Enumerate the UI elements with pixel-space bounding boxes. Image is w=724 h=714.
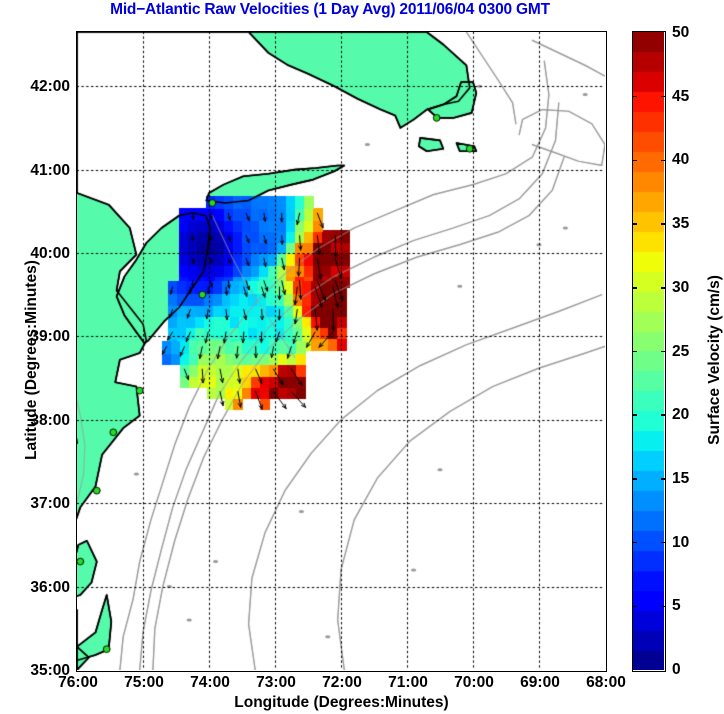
y-tick-6: 41:00 [30, 161, 70, 179]
colorbar-tick-5: 25 [672, 342, 690, 360]
x-tick-6: 70:00 [454, 674, 494, 691]
page-title: Mid−Atlantic Raw Velocities (1 Day Avg) … [110, 1, 550, 18]
x-tick-8: 68:00 [586, 674, 626, 691]
colorbar-tick-9: 45 [672, 87, 690, 105]
colorbar-tickmark [661, 159, 666, 162]
x-tick-3: 73:00 [256, 674, 296, 691]
colorbar-tickmark [661, 541, 666, 544]
colorbar-tickmark [661, 223, 666, 225]
colorbar-tickmark [632, 223, 637, 225]
colorbar-tickmark [661, 478, 666, 480]
y-tick-5: 40:00 [30, 245, 70, 262]
colorbar-tickmark [632, 95, 637, 98]
colorbar-tick-7: 35 [672, 215, 690, 233]
colorbar-tick-0: 0 [672, 661, 681, 678]
colorbar-gradient [633, 32, 664, 670]
x-tick-0: 76:00 [58, 674, 98, 691]
colorbar-tick-3: 15 [672, 469, 690, 487]
y-tick-2: 37:00 [30, 495, 70, 513]
colorbar-tick-4: 20 [672, 406, 690, 424]
x-tick-4: 72:00 [322, 674, 362, 691]
colorbar-tickmark [632, 350, 637, 353]
colorbar-tick-6: 30 [672, 278, 690, 296]
colorbar-tickmark [632, 159, 637, 162]
colorbar-tickmark [661, 414, 666, 416]
colorbar-tick-1: 5 [672, 597, 681, 615]
map-plot-area[interactable] [76, 31, 607, 672]
x-tick-2: 74:00 [190, 674, 230, 691]
y-tick-7: 42:00 [30, 78, 70, 96]
colorbar-tick-10: 50 [672, 24, 690, 41]
x-tick-1: 75:00 [124, 674, 164, 691]
colorbar-tickmark [632, 478, 637, 480]
colorbar-tickmark [661, 605, 666, 608]
colorbar-tickmark [632, 541, 637, 544]
y-tick-4: 39:00 [30, 328, 70, 346]
x-tick-7: 69:00 [520, 674, 560, 691]
y-axis-title: Latitude (Degrees:Minutes) [23, 260, 40, 460]
colorbar-tickmark [632, 605, 637, 608]
colorbar-tickmark [661, 95, 666, 98]
colorbar-tickmark [661, 350, 666, 353]
colorbar-tick-8: 40 [672, 151, 690, 169]
y-tick-1: 36:00 [30, 578, 70, 596]
colorbar-tick-2: 10 [672, 533, 690, 551]
y-tick-0: 35:00 [30, 662, 70, 679]
velocity-map-canvas[interactable] [77, 32, 605, 670]
x-tick-5: 71:00 [388, 674, 428, 691]
x-axis-title: Longitude (Degrees:Minutes) [234, 694, 449, 711]
colorbar-tickmark [661, 287, 666, 289]
colorbar-title: Surface Velocity (cm/s) [706, 275, 723, 445]
colorbar-tickmark [632, 287, 637, 289]
colorbar-tickmark [632, 414, 637, 416]
y-tick-3: 38:00 [30, 411, 70, 429]
